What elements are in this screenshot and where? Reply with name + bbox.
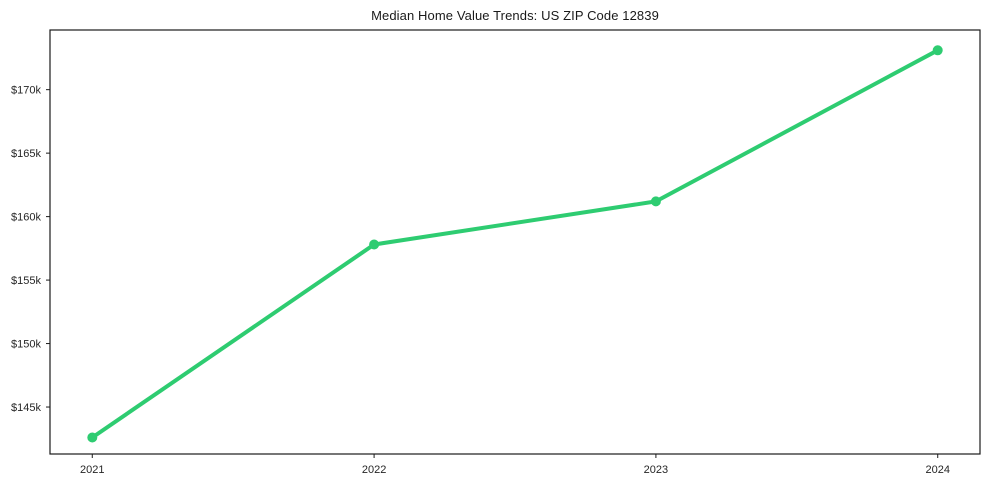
y-tick-label: $160k bbox=[11, 212, 41, 224]
y-tick-label: $145k bbox=[11, 402, 41, 414]
x-tick-label: 2022 bbox=[362, 464, 386, 476]
data-point-marker bbox=[369, 239, 380, 250]
trend-line bbox=[90, 48, 940, 440]
chart-title: Median Home Value Trends: US ZIP Code 12… bbox=[371, 8, 659, 23]
y-tick-label: $170k bbox=[11, 85, 41, 97]
data-point-marker bbox=[932, 45, 943, 56]
y-tick-label: $155k bbox=[11, 275, 41, 287]
plot-border bbox=[49, 29, 981, 455]
y-tick-label: $165k bbox=[11, 148, 41, 160]
data-point-marker bbox=[87, 432, 98, 443]
y-tick-label: $150k bbox=[11, 339, 41, 351]
x-tick-label: 2021 bbox=[80, 464, 104, 476]
data-point-marker bbox=[650, 196, 661, 207]
x-tick-label: 2024 bbox=[925, 464, 949, 476]
x-tick-label: 2023 bbox=[644, 464, 668, 476]
